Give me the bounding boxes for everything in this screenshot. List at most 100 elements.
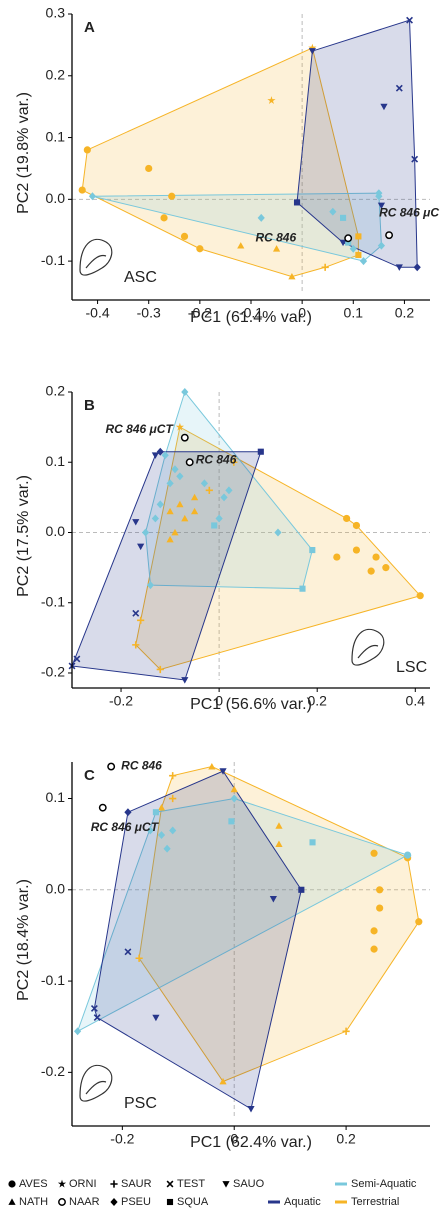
point <box>219 768 227 775</box>
point <box>329 207 337 216</box>
y-tick-label: 0.1 <box>46 789 66 805</box>
legend-label: NAAR <box>69 1196 100 1208</box>
point <box>367 567 375 575</box>
y-axis-label: PC2 (17.5% var.) <box>15 475 32 597</box>
point <box>376 886 384 894</box>
point <box>176 472 184 481</box>
point <box>377 241 386 250</box>
legend-label: Terrestrial <box>351 1196 399 1208</box>
point <box>230 458 238 466</box>
y-tick-label: -0.1 <box>41 593 65 609</box>
x-tick-label: 0 <box>230 1131 238 1147</box>
x-tick-label: 0.2 <box>395 305 415 321</box>
point <box>135 954 143 962</box>
point <box>298 886 305 893</box>
point <box>161 451 169 460</box>
legend-marker <box>8 1198 16 1205</box>
point <box>352 521 361 530</box>
canal-label: ASC <box>124 269 157 286</box>
x-tick-label: 0.2 <box>307 693 327 709</box>
legend-marker <box>58 1198 66 1206</box>
point <box>382 564 390 572</box>
point <box>349 244 357 253</box>
legend-marker <box>8 1180 16 1188</box>
point <box>308 48 316 55</box>
canal-icon <box>79 1064 113 1102</box>
point <box>124 808 132 817</box>
x-tick-label: -0.1 <box>239 305 263 321</box>
point <box>168 192 176 200</box>
point <box>376 904 384 912</box>
group-hull <box>71 451 262 681</box>
point <box>171 465 179 474</box>
point <box>151 514 159 523</box>
point <box>339 214 347 221</box>
point <box>151 452 159 459</box>
legend-label: Aquatic <box>284 1196 321 1208</box>
point <box>157 831 166 839</box>
point <box>257 448 264 455</box>
point <box>181 514 189 522</box>
point <box>352 546 361 554</box>
point <box>309 546 316 554</box>
point <box>375 192 383 201</box>
y-tick-label: 0.0 <box>46 523 66 539</box>
point <box>321 263 329 271</box>
point <box>370 945 378 953</box>
y-tick-label: 0.2 <box>46 383 66 399</box>
point <box>275 840 283 848</box>
x-axis-label: PC1 (61.4% var.) <box>190 309 312 326</box>
specimen-point <box>344 234 353 243</box>
point <box>370 849 378 857</box>
specimen-point <box>180 433 189 442</box>
point <box>169 826 177 835</box>
point <box>171 528 179 536</box>
point <box>395 84 403 92</box>
panel: RC 846 RC 846 μCT -0.1 0.0 0.1 0.2 0.3 -0.4 -0.3… <box>15 5 440 327</box>
x-axis-label: PC1 (62.4% var.) <box>190 1134 312 1151</box>
point <box>339 239 347 247</box>
point <box>132 519 140 526</box>
point <box>355 251 362 258</box>
point <box>230 785 238 793</box>
legend-label: AVES <box>19 1178 48 1190</box>
legend-marker <box>57 1179 67 1188</box>
legend-marker <box>110 1198 118 1206</box>
point <box>146 581 155 590</box>
point <box>152 809 159 816</box>
point <box>372 553 380 561</box>
legend-marker <box>222 1181 230 1188</box>
point <box>211 522 218 529</box>
panel-label: B <box>84 397 95 414</box>
x-axis-label: PC1 (56.6% var.) <box>190 696 312 713</box>
point <box>93 1014 101 1022</box>
group-hull <box>135 426 422 671</box>
x-tick-label: 0.4 <box>406 693 426 709</box>
legend-label: ORNI <box>69 1178 97 1190</box>
point <box>359 257 368 266</box>
point <box>205 486 213 494</box>
point <box>166 507 174 515</box>
point <box>166 535 174 543</box>
point <box>200 479 209 488</box>
legend-label: SQUA <box>177 1196 209 1208</box>
point <box>78 186 86 194</box>
point <box>163 844 171 853</box>
point <box>220 493 228 502</box>
point <box>124 948 132 956</box>
point <box>413 263 421 272</box>
y-tick-label: -0.2 <box>41 1063 65 1079</box>
point <box>288 272 296 280</box>
specimen-point <box>185 458 194 467</box>
point <box>132 609 140 617</box>
point <box>196 245 204 253</box>
x-tick-label: 0.2 <box>336 1131 356 1147</box>
point <box>180 232 189 241</box>
legend-label: Semi-Aquatic <box>351 1178 417 1190</box>
point <box>343 514 351 523</box>
point <box>73 655 81 663</box>
point <box>176 500 184 508</box>
point <box>342 1027 350 1035</box>
point <box>416 592 424 600</box>
point <box>169 772 177 780</box>
